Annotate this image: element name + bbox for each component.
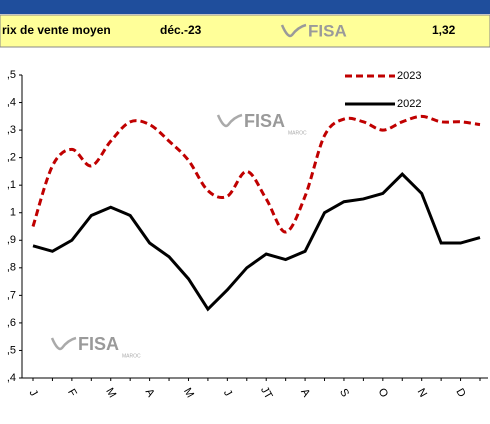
x-tick-label: S [337,387,351,399]
watermark: FISA MAROC FISA MAROC [50,111,307,359]
y-tick-label: ,1 [7,179,16,191]
legend-label: 2022 [397,98,421,110]
x-tick-label: O [376,386,391,400]
top-bar [0,0,490,14]
header-logo: FISA [280,21,347,40]
y-tick-label: ,6 [7,317,16,329]
y-tick-label: ,5 [7,344,16,356]
logo-sub: MAROC [288,130,307,136]
x-tick-label: A [143,387,157,400]
y-tick-label: ,2 [7,152,16,164]
header-label: rix de vente moyen [2,23,111,37]
y-tick-label: ,8 [7,262,16,274]
x-tick-label: M [103,386,118,400]
y-tick-label: ,5 [7,69,16,81]
x-tick-label: JT [258,385,275,402]
x-tick-label: N [415,387,429,400]
y-tick-label: ,4 [7,372,16,384]
y-tick-label: ,4 [7,96,16,108]
x-tick-label: J [221,388,234,399]
x-tick-label: F [65,387,79,399]
line [31,114,481,234]
y-tick-label: ,7 [7,289,16,301]
header-row [0,14,490,48]
legend-label: 2023 [397,70,421,82]
logo-icon [216,113,243,128]
y-tick-label: ,3 [7,124,16,136]
logo-text: FISA [244,111,285,131]
logo-sub: MAROC [122,353,141,359]
logo-text: FISA [308,21,347,40]
x-tick-label: D [453,387,467,400]
x-tick-label: J [27,388,40,399]
x-tick-label: A [298,387,312,400]
header-value: 1,32 [432,23,456,37]
logo-text: FISA [78,334,119,354]
x-tick-label: M [181,386,196,400]
line [32,172,481,312]
logo-icon [50,336,77,351]
logo-icon [280,23,307,38]
header-date: déc.-23 [160,23,202,37]
y-tick-label: ,9 [7,234,16,246]
y-tick-label: 1 [10,207,16,219]
